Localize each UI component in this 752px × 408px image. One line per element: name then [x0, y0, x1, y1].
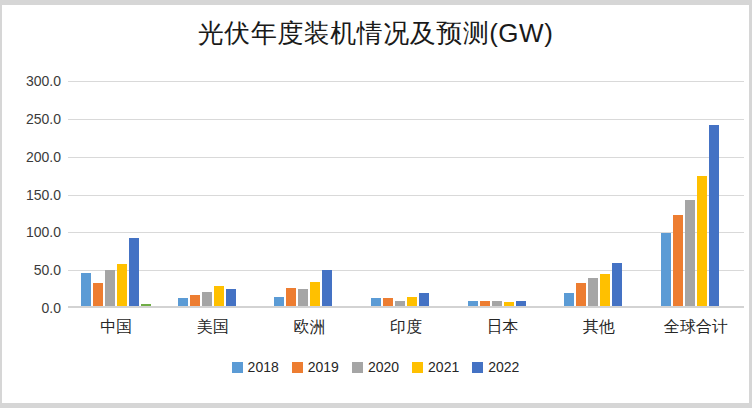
bar-2022-印度 [419, 293, 429, 306]
legend-label: 2020 [368, 359, 399, 375]
legend-item-2022: 2022 [472, 359, 519, 375]
bar-group-全球合计 [661, 125, 731, 306]
bar-2018-美国 [178, 298, 188, 306]
chart-window: 光伏年度装机情况及预测(GW) 300.0250.0200.0150.0100.… [0, 0, 752, 408]
bar-2021-全球合计 [697, 176, 707, 306]
bar-2019-日本 [480, 301, 490, 306]
legend-swatch-icon [412, 362, 423, 373]
gridline [68, 195, 744, 196]
plot-wrap: 300.0250.0200.0150.0100.050.00.0 中国美国欧洲印… [2, 5, 749, 403]
bar-2018-日本 [468, 301, 478, 306]
bar-2022-美国 [226, 289, 236, 306]
bar-2020-欧洲 [298, 289, 308, 306]
gridline [68, 270, 744, 271]
bar-group-中国 [81, 238, 151, 306]
bar-2018-全球合计 [661, 233, 671, 306]
bar-2019-其他 [576, 283, 586, 306]
legend-item-2018: 2018 [232, 359, 279, 375]
bar-2019-全球合计 [673, 215, 683, 306]
legend-label: 2019 [308, 359, 339, 375]
bar-2018-其他 [564, 293, 574, 306]
y-axis-tick-label: 300.0 [2, 73, 61, 89]
plot-area [68, 81, 744, 308]
gridline [68, 119, 744, 120]
bar-group-其他 [564, 263, 634, 306]
y-axis-tick-label: 200.0 [2, 149, 61, 165]
y-axis-tick-label: 50.0 [2, 262, 61, 278]
category-label-全球合计: 全球合计 [631, 317, 752, 338]
bar-2020-美国 [202, 292, 212, 306]
bar-group-欧洲 [274, 270, 344, 306]
legend-swatch-icon [232, 362, 243, 373]
bar-2019-欧洲 [286, 288, 296, 306]
legend-swatch-icon [352, 362, 363, 373]
bar-2018-中国 [81, 273, 91, 306]
chart-surface: 光伏年度装机情况及预测(GW) 300.0250.0200.0150.0100.… [2, 5, 749, 403]
y-axis-tick-label: 100.0 [2, 224, 61, 240]
legend-label: 2018 [248, 359, 279, 375]
bar-2022-全球合计 [709, 125, 719, 306]
y-axis-tick-label: 0.0 [2, 300, 61, 316]
bar-2021-美国 [214, 286, 224, 306]
bar-2020-日本 [492, 301, 502, 306]
legend-label: 2021 [428, 359, 459, 375]
bar-group-印度 [371, 293, 441, 306]
bar-2020-其他 [588, 278, 598, 306]
bar-2020-全球合计 [685, 200, 695, 306]
bar-2022-其他 [612, 263, 622, 306]
bar-2021-中国 [117, 264, 127, 306]
bar-group-美国 [178, 286, 248, 306]
bar-2019-中国 [93, 283, 103, 306]
bar-2021-印度 [407, 297, 417, 306]
bar-2022-欧洲 [322, 270, 332, 306]
bar-2018-印度 [371, 298, 381, 306]
legend: 2018 2019 2020 2021 2022 [2, 359, 749, 375]
bar-2022-日本 [516, 301, 526, 306]
bar-group-日本 [468, 301, 538, 306]
bar-2018-欧洲 [274, 297, 284, 306]
legend-item-2020: 2020 [352, 359, 399, 375]
bar-unlabeled-中国 [141, 304, 151, 306]
gridline [68, 157, 744, 158]
y-axis-tick-label: 250.0 [2, 111, 61, 127]
bar-2022-中国 [129, 238, 139, 306]
legend-item-2021: 2021 [412, 359, 459, 375]
bar-2019-印度 [383, 298, 393, 306]
gridline [68, 232, 744, 233]
legend-item-2019: 2019 [292, 359, 339, 375]
bar-2019-美国 [190, 295, 200, 306]
bar-2020-印度 [395, 301, 405, 306]
legend-label: 2022 [488, 359, 519, 375]
legend-swatch-icon [472, 362, 483, 373]
gridline [68, 81, 744, 82]
bar-2021-其他 [600, 274, 610, 306]
bar-2021-欧洲 [310, 282, 320, 306]
y-axis-tick-label: 150.0 [2, 187, 61, 203]
bar-2020-中国 [105, 270, 115, 306]
bar-2021-日本 [504, 302, 514, 306]
legend-swatch-icon [292, 362, 303, 373]
